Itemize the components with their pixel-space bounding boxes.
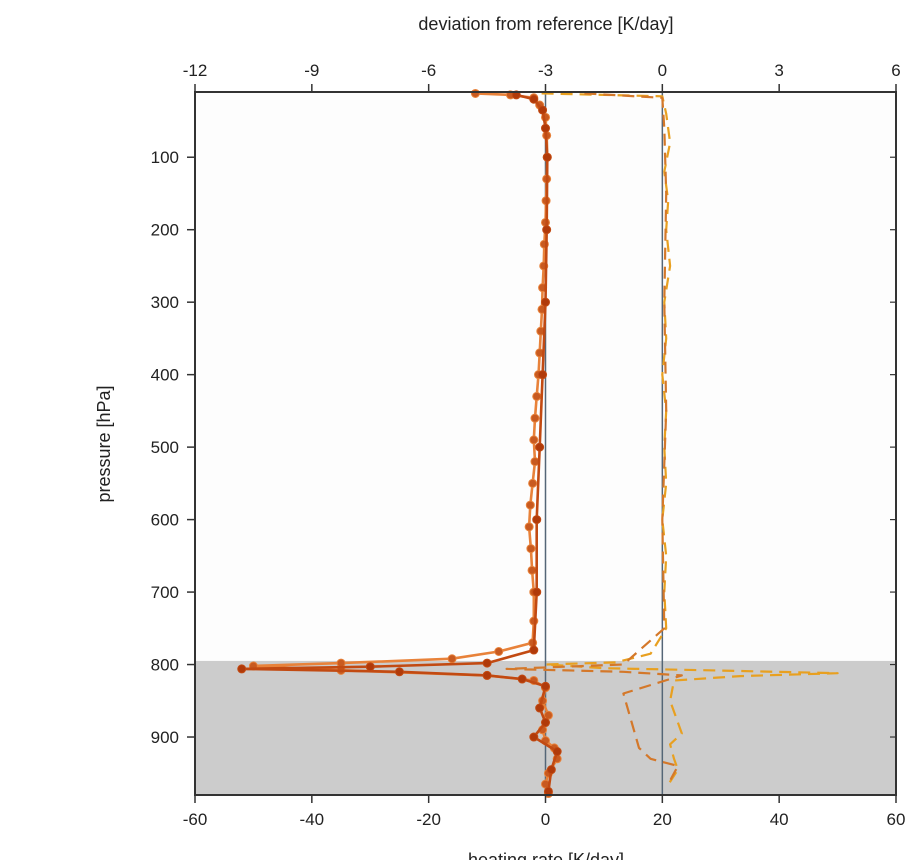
series-1-point-21 [529,732,539,742]
top-tick-label-3: -3 [538,61,553,80]
bottom-tick-label-1: -40 [300,810,325,829]
series-0-point-29 [494,647,504,657]
bottom-tick-label-3: 0 [541,810,550,829]
left-tick-label-4: 500 [151,438,179,457]
series-1-point-13 [365,662,375,672]
series-1-point-11 [529,645,539,655]
series-0-point-0 [470,88,480,98]
left-tick-label-3: 400 [151,366,179,385]
series-1-point-5 [542,225,552,235]
series-1-point-8 [535,442,545,452]
series-1-point-20 [541,718,550,728]
series-line-3 [505,92,683,782]
bottom-tick-label-6: 60 [887,810,906,829]
series-0-point-24 [526,544,536,554]
top-axis-title: deviation from reference [K/day] [418,14,673,34]
bottom-tick-label-4: 20 [653,810,672,829]
series-1-point-23 [546,765,556,775]
left-tick-label-0: 100 [151,148,179,167]
bottom-tick-label-2: -20 [416,810,441,829]
series-1-point-15 [394,667,404,677]
series-0-point-18 [530,413,540,423]
top-tick-label-6: 6 [891,61,900,80]
series-1-point-12 [482,658,492,668]
series-1-point-9 [532,515,542,525]
top-tick-label-0: -12 [183,61,208,80]
bottom-tick-label-5: 40 [770,810,789,829]
series-1-point-18 [541,681,550,691]
series-0-point-19 [529,435,539,445]
series-1-point-22 [552,747,562,757]
left-tick-label-5: 600 [151,511,179,530]
top-tick-label-1: -9 [304,61,319,80]
series-0-point-30 [447,654,457,664]
bottom-tick-label-0: -60 [183,810,208,829]
series-1-point-10 [532,587,542,597]
left-tick-label-2: 300 [151,293,179,312]
series-1-point-7 [538,370,548,380]
top-tick-label-5: 3 [774,61,783,80]
series-0-point-21 [528,478,538,488]
top-tick-label-2: -6 [421,61,436,80]
left-tick-label-1: 200 [151,221,179,240]
series-1-point-2 [538,105,548,115]
series-1-point-1 [529,94,539,104]
series-0-point-17 [532,391,542,401]
series-1-point-3 [541,123,550,133]
y-axis-title: pressure [hPa] [94,385,114,502]
series-1-point-14 [237,664,247,674]
series-0-point-22 [525,500,535,510]
series-1-point-16 [482,670,492,680]
left-tick-label-7: 800 [151,656,179,675]
top-tick-label-4: 0 [658,61,667,80]
series-1-point-6 [541,297,550,307]
left-tick-label-8: 900 [151,728,179,747]
series-0-point-23 [524,522,534,532]
series-1-point-17 [517,674,527,684]
series-1-point-4 [542,152,552,162]
series-1-point-19 [535,703,545,713]
left-tick-label-6: 700 [151,583,179,602]
bottom-axis-title: heating rate [K/day] [468,850,624,860]
series-0-point-25 [527,565,537,575]
